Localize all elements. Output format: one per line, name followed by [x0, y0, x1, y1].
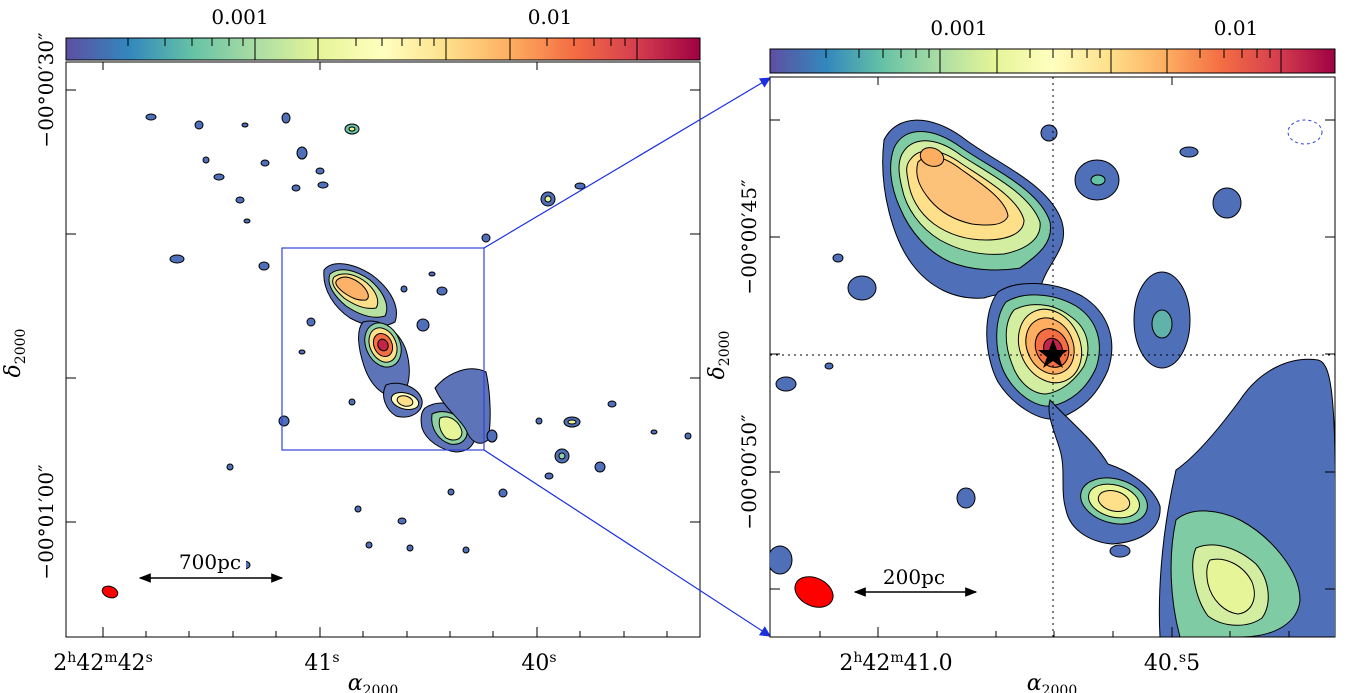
right-colorbar-ticks: [825, 49, 1282, 73]
left-emission-map: [145, 112, 692, 570]
right-colorbar-tick-label: 0.01: [1214, 16, 1259, 40]
zoom-box: [281, 247, 485, 451]
right-y-axis-label: δ2000: [705, 331, 733, 380]
right-scale-bar-label: 200pc: [883, 565, 945, 589]
right-emission-map: [770, 119, 1335, 637]
left-y-axis-label: δ2000: [1, 329, 29, 378]
left-colorbar-tick-label: 0.001: [211, 5, 268, 29]
left-colorbar-tick-label: 0.01: [528, 5, 573, 29]
right-y-tick-label: −00°00′50″: [737, 414, 761, 529]
zoom-connector-top: [483, 77, 771, 249]
left-scale-bar-label: 700pc: [179, 550, 241, 574]
left-panel: 0.001 0.01: [1, 5, 701, 693]
zoom-connector-bottom: [483, 449, 771, 637]
right-x-tick-label: 40.s5: [1144, 650, 1200, 676]
right-colorbar-tick-label: 0.001: [930, 16, 987, 40]
star-icon: [1038, 339, 1068, 368]
right-beam-ellipse: [794, 576, 834, 608]
left-x-tick-label: 40s: [521, 650, 556, 676]
right-x-axis-label: α2000: [1027, 671, 1078, 693]
right-axis-ticks: [770, 77, 1335, 637]
left-x-axis-label: α2000: [348, 671, 399, 693]
right-panel: 0.001 0.01: [705, 16, 1336, 693]
left-x-tick-label: 2h42m42s: [53, 650, 153, 676]
left-colorbar-ticks: [127, 38, 638, 60]
right-y-tick-label: −00°00′45″: [737, 179, 761, 294]
left-y-tick-label: −00°01′00″: [34, 464, 58, 579]
left-x-tick-label: 41s: [304, 650, 339, 676]
left-colorbar: [65, 37, 701, 61]
left-y-tick-label: −00°00′30″: [34, 32, 58, 147]
right-x-tick-label: 2h42m41.0: [839, 650, 952, 676]
left-beam-ellipse: [101, 585, 119, 599]
negative-contour: [1287, 119, 1323, 145]
left-axis-ticks: [66, 62, 700, 637]
